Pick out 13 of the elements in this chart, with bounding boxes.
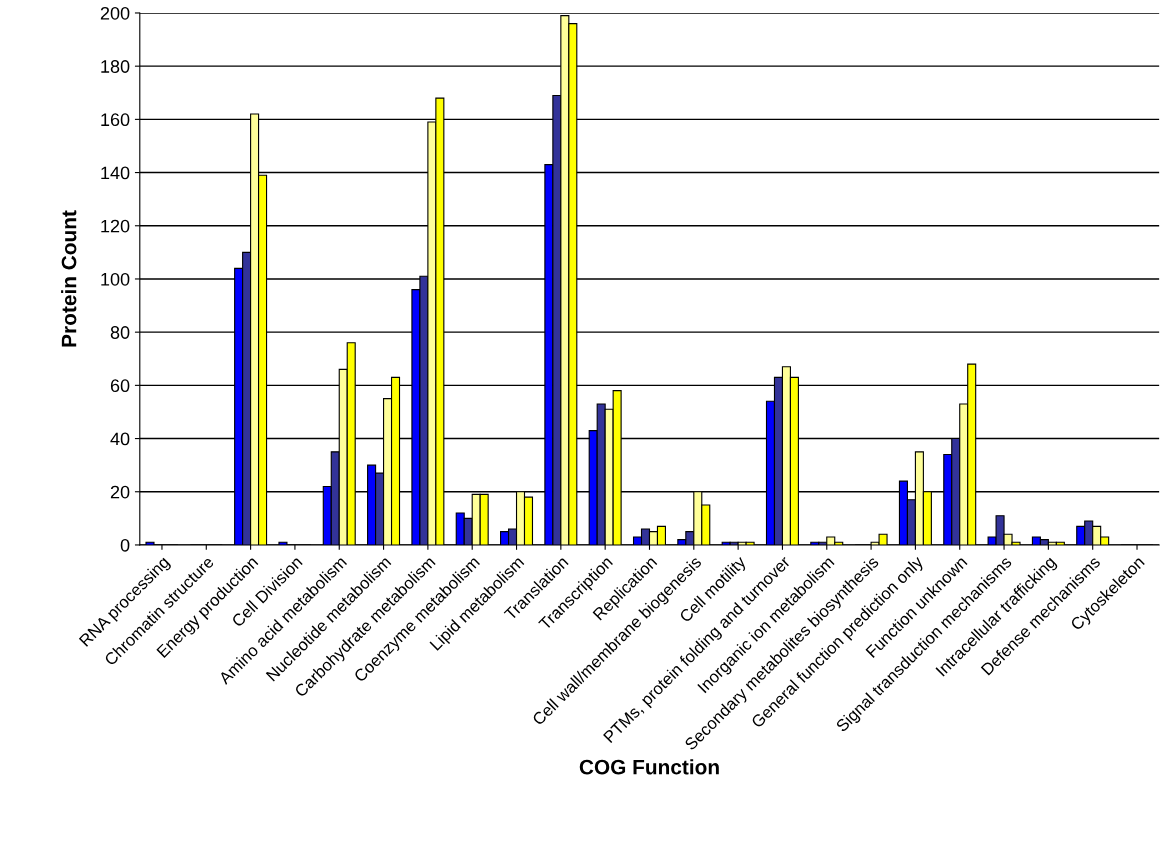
y-tick-label: 80	[110, 326, 130, 339]
y-tick-label: 20	[110, 485, 130, 499]
y-tick-label: 60	[110, 379, 130, 393]
y-tick-label: 140	[101, 166, 130, 180]
x-axis-title: COG Function	[579, 759, 719, 775]
y-tick-label: 200	[100, 6, 130, 20]
y-tick-label: 0	[120, 538, 130, 552]
y-tick-label: 100	[101, 272, 130, 286]
y-tick-label: 120	[101, 219, 130, 233]
y-axis-title: Protein Count	[61, 210, 77, 347]
y-tick-label: 40	[110, 432, 130, 446]
y-tick-label: 180	[101, 60, 130, 73]
y-tick-label: 160	[101, 113, 130, 127]
